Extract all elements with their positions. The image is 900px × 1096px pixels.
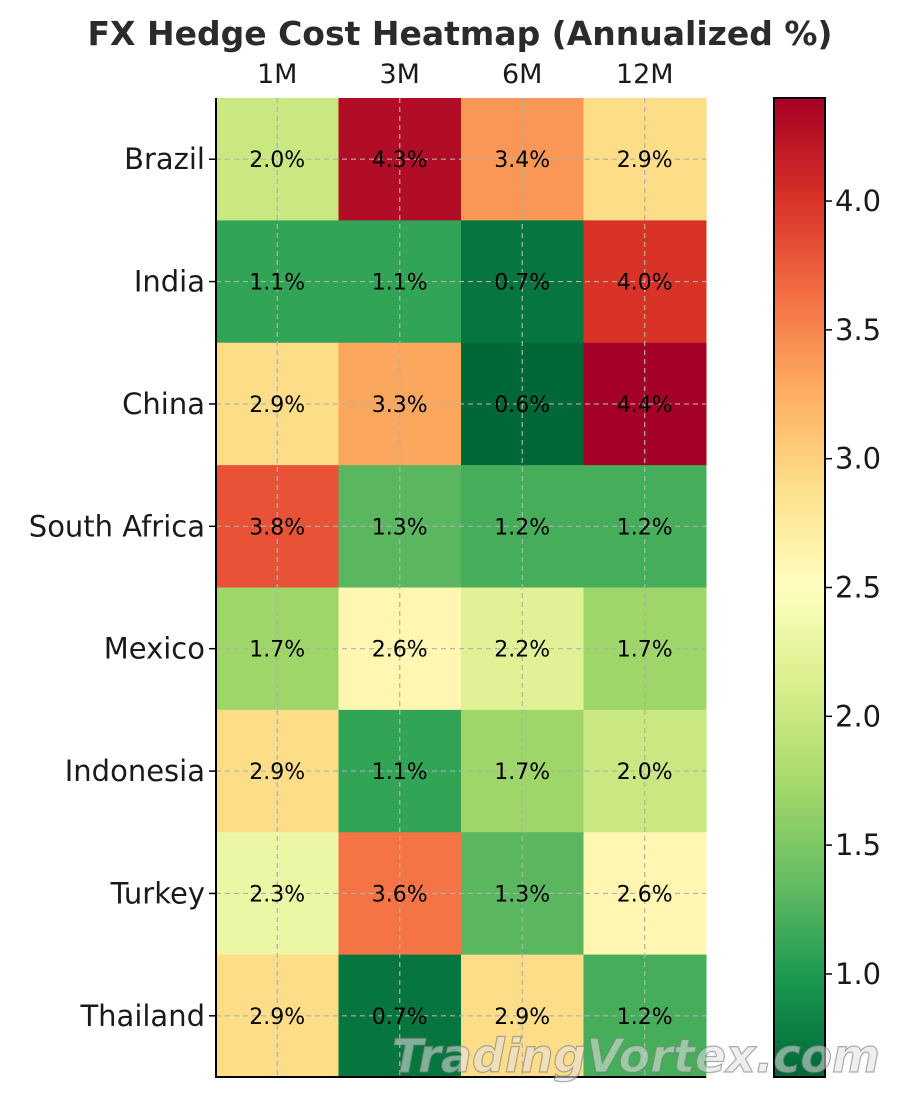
cell-label: 3.8%: [249, 515, 305, 540]
cell-label: 1.2%: [617, 515, 673, 540]
colorbar-tick-label: 2.0: [835, 699, 881, 733]
y-tick-label: Turkey: [110, 876, 205, 910]
cell-label: 1.3%: [372, 515, 428, 540]
x-tick-label: 6M: [502, 59, 542, 90]
cell-label: 1.7%: [617, 638, 673, 663]
cell-label: 1.1%: [372, 271, 428, 296]
cell-label: 2.9%: [494, 1005, 550, 1030]
y-tick-label: Indonesia: [65, 754, 205, 788]
colorbar-tick-label: 3.0: [835, 442, 881, 476]
x-tick-label: 1M: [257, 59, 297, 90]
colorbar-tick-label: 1.0: [835, 957, 881, 991]
cell-label: 4.0%: [617, 271, 673, 296]
cell-label: 2.6%: [617, 882, 673, 907]
colorbar-tick-label: 4.0: [835, 184, 881, 218]
cell-label: 0.6%: [494, 393, 550, 418]
y-tick-label: China: [122, 387, 205, 421]
cell-label: 2.3%: [249, 882, 305, 907]
cell-label: 2.0%: [249, 148, 305, 173]
watermark: TradingVortex.com: [392, 1029, 880, 1083]
axes: 1M 3M 6M 12M Brazil India China South Africa Mex…: [29, 59, 706, 1078]
y-tick-label: Brazil: [124, 142, 205, 176]
colorbar-tick-label: 3.5: [835, 313, 881, 347]
cell-label: 2.9%: [249, 760, 305, 785]
cell-label: 0.7%: [372, 1005, 428, 1030]
cell-label: 4.3%: [372, 148, 428, 173]
colorbar: 1.0 1.5 2.0 2.5 3.0 3.5 4.0: [773, 97, 881, 1078]
y-tick-label: Mexico: [104, 632, 205, 666]
grid-lines: [216, 98, 706, 1077]
cell-label: 2.6%: [372, 638, 428, 663]
chart-title: FX Hedge Cost Heatmap (Annualized %): [87, 14, 833, 53]
x-tick-label: 3M: [380, 59, 420, 90]
colorbar-bar: [773, 97, 826, 1078]
cell-label: 1.1%: [249, 271, 305, 296]
cell-label: 3.3%: [372, 393, 428, 418]
y-tick-label: India: [134, 265, 205, 299]
x-tick-label: 12M: [616, 59, 674, 90]
cell-label: 4.4%: [617, 393, 673, 418]
cell-label: 1.2%: [494, 515, 550, 540]
colorbar-tick-label: 1.5: [835, 828, 881, 862]
cell-label: 1.2%: [617, 1005, 673, 1030]
cell-label: 1.1%: [372, 760, 428, 785]
cell-label: 1.3%: [494, 882, 550, 907]
cell-label: 3.6%: [372, 882, 428, 907]
cell-label: 1.7%: [494, 760, 550, 785]
cell-label: 2.0%: [617, 760, 673, 785]
cell-label: 2.2%: [494, 638, 550, 663]
watermark-group: TradingVortex.com: [391, 1028, 880, 1083]
cell-labels: 2.0% 4.3% 3.4% 2.9% 1.1% 1.1% 0.7% 4.0% 2.9% 3.3%…: [249, 148, 672, 1030]
cell-label: 2.9%: [249, 393, 305, 418]
cell-label: 2.9%: [617, 148, 673, 173]
cell-label: 2.9%: [249, 1005, 305, 1030]
colorbar-tick-label: 2.5: [835, 571, 881, 605]
cell-label: 0.7%: [494, 271, 550, 296]
y-tick-label: South Africa: [29, 509, 205, 543]
y-tick-label: Thailand: [79, 999, 205, 1033]
cell-label: 3.4%: [494, 148, 550, 173]
heatmap-cells: [216, 98, 707, 1078]
cell-label: 1.7%: [249, 638, 305, 663]
